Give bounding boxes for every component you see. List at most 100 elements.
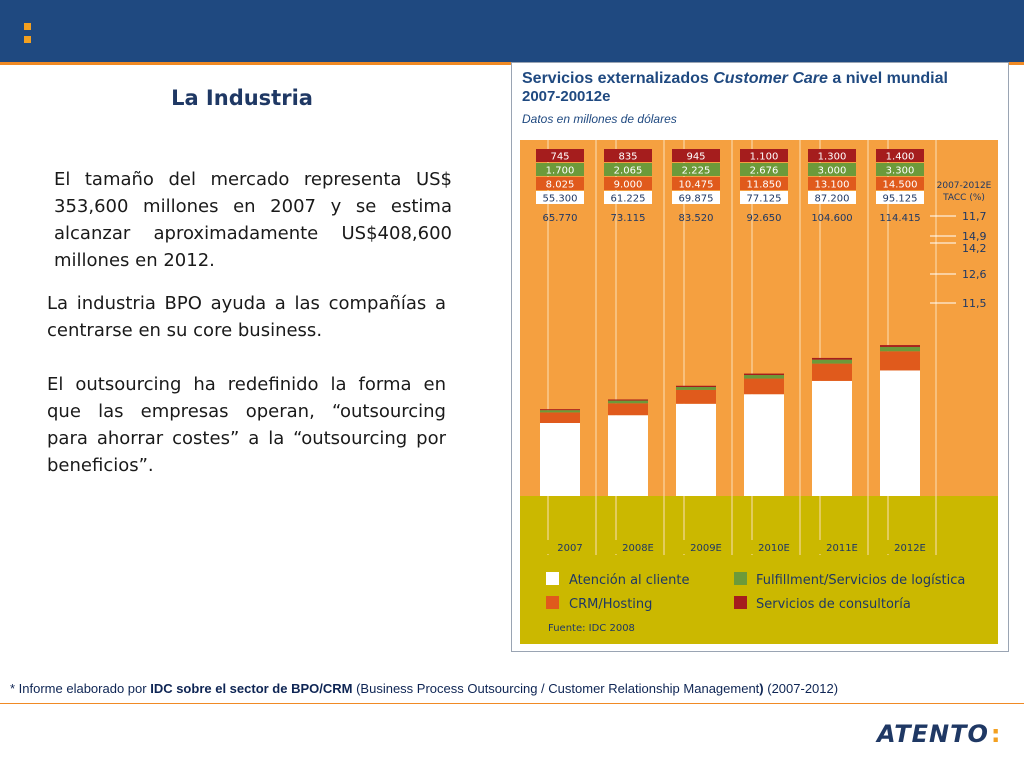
bpo-paragraph: La industria BPO ayuda a las compañías a… (47, 293, 446, 341)
value-label: 87.200 (815, 194, 850, 205)
bar-segment (676, 389, 716, 404)
cagr-panel: 2007-2012E TACC (%) 11,7 14,914,2 12,6 11,5 (930, 181, 992, 310)
value-cell (672, 177, 720, 190)
chart-title: Servicios externalizados Customer Care a… (522, 70, 948, 87)
value-label: 55.300 (543, 194, 578, 205)
cagr-value: 14,9 (962, 230, 987, 243)
bar-segment (744, 394, 784, 496)
value-cell (740, 163, 788, 176)
x-tick-label: 2007 (557, 543, 582, 554)
value-label: 3.300 (886, 166, 915, 177)
legend-label-consulting: Servicios de consultoría (756, 597, 911, 612)
bar-segment (812, 357, 852, 360)
cagr-value: 11,5 (962, 297, 987, 310)
legend-swatch-consulting (734, 596, 747, 609)
x-tick-label: 2010E (758, 543, 790, 554)
footnote: * Informe elaborado por IDC sobre el sec… (10, 681, 839, 696)
value-label: 9.000 (614, 180, 643, 191)
customer-care-chart: Servicios externalizados Customer Care a… (511, 62, 1009, 652)
value-cell (672, 163, 720, 176)
legend-swatch-crm (546, 596, 559, 609)
chart-subtitle: Datos en millones de dólares (522, 112, 677, 126)
value-cell (604, 163, 652, 176)
bar-segment (540, 423, 580, 496)
x-label-bg (750, 540, 798, 554)
bar-segment (880, 370, 920, 496)
bar-segment (608, 399, 648, 401)
value-cell (536, 177, 584, 190)
bar-segment (540, 409, 580, 411)
value-table: 745 1.700 8.025 55.300 65.770 835 2.065 9.000 61… (536, 149, 924, 224)
value-cell (604, 177, 652, 190)
value-label: 1.400 (886, 152, 915, 163)
value-label: 11.850 (747, 180, 782, 191)
value-label: 61.225 (611, 194, 646, 205)
legend-background (520, 496, 998, 644)
bar-segment (608, 400, 648, 404)
value-cell (808, 163, 856, 176)
legend-swatch-attention (546, 572, 559, 585)
bar-segment (744, 373, 784, 376)
value-label: 2.065 (614, 166, 643, 177)
outsourcing-paragraph: El outsourcing ha redefinido la forma en… (47, 374, 446, 476)
x-tick-label: 2008E (622, 543, 654, 554)
bar-segment (812, 363, 852, 381)
total-label: 73.115 (611, 213, 646, 224)
x-tick-label: 2012E (894, 543, 926, 554)
page-title: La Industria (171, 86, 313, 110)
value-label: 3.000 (818, 166, 847, 177)
top-bar (0, 0, 1024, 62)
value-label: 1.300 (818, 152, 847, 163)
x-label-bg (546, 540, 594, 554)
value-label: 8.025 (546, 180, 575, 191)
value-cell (740, 149, 788, 162)
value-cell (604, 191, 652, 204)
legend-label-attention: Atención al cliente (569, 573, 690, 588)
bar-segment (540, 412, 580, 424)
bar-segment (744, 378, 784, 395)
value-label: 13.100 (815, 180, 850, 191)
value-label: 2.676 (750, 166, 779, 177)
bar-segment (608, 403, 648, 416)
value-cell (672, 191, 720, 204)
x-tick-label: 2011E (826, 543, 858, 554)
bar-segment (880, 346, 920, 352)
bar-segment (540, 410, 580, 413)
cagr-value: 11,7 (962, 210, 987, 223)
total-label: 83.520 (679, 213, 714, 224)
x-label-bg (818, 540, 866, 554)
bar-segment (608, 415, 648, 496)
value-cell (740, 177, 788, 190)
cagr-label: TACC (%) (942, 193, 985, 203)
value-label: 945 (686, 152, 705, 163)
value-label: 835 (618, 152, 637, 163)
bar-segment (676, 387, 716, 390)
value-label: 2.225 (682, 166, 711, 177)
bar-segment (812, 359, 852, 364)
bars-group (540, 345, 920, 496)
value-cell (672, 149, 720, 162)
total-label: 92.650 (747, 213, 782, 224)
dots-icon (24, 23, 32, 47)
value-cell (876, 191, 924, 204)
atento-logo: ATENTO: (877, 720, 1002, 748)
bar-segment (744, 375, 784, 379)
legend-label-crm: CRM/Hosting (569, 597, 652, 612)
cagr-value: 12,6 (962, 268, 987, 281)
x-axis-labels: 2007 2008E 2009E 2010E 2011E 2012E (546, 540, 934, 554)
value-cell (536, 163, 584, 176)
chart-source: Fuente: IDC 2008 (548, 623, 635, 634)
value-label: 77.125 (747, 194, 782, 205)
legend-swatch-fulfillment (734, 572, 747, 585)
cagr-title: 2007-2012E (937, 181, 992, 191)
bar-segment (880, 345, 920, 347)
bar-segment (676, 403, 716, 496)
value-cell (740, 191, 788, 204)
bar-segment (676, 385, 716, 388)
value-label: 69.875 (679, 194, 714, 205)
total-label: 104.600 (811, 213, 852, 224)
value-cell (808, 191, 856, 204)
total-label: 114.415 (879, 213, 920, 224)
x-label-bg (682, 540, 730, 554)
value-label: 10.475 (679, 180, 714, 191)
